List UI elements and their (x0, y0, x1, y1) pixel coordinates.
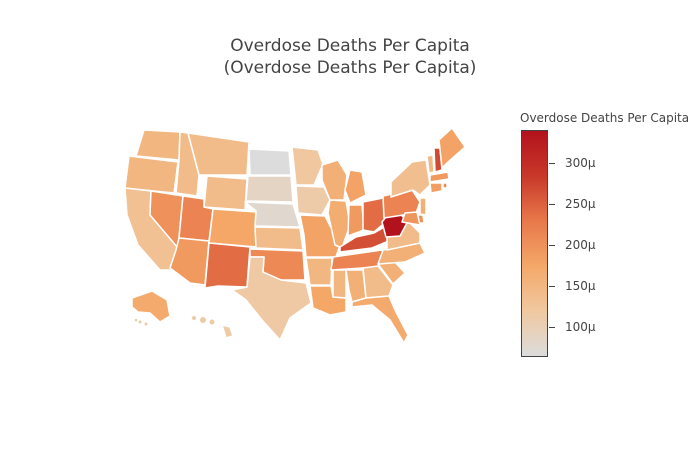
state-hi[interactable] (221, 324, 234, 339)
colorbar (521, 130, 548, 357)
island-marker (192, 316, 196, 320)
colorbar-tick-label: 300μ (565, 155, 596, 170)
state-me[interactable] (438, 127, 466, 169)
state-ar[interactable] (305, 257, 333, 286)
chart-subtitle: (Overdose Deaths Per Capita) (223, 58, 477, 78)
colorbar-tick-label: 200μ (565, 237, 596, 252)
state-ak[interactable] (131, 290, 171, 323)
colorbar-tick-mark (549, 326, 555, 328)
state-mn[interactable] (291, 146, 324, 186)
state-tx[interactable] (231, 256, 312, 341)
state-wa[interactable] (135, 129, 181, 161)
state-ri[interactable] (442, 182, 448, 189)
chart-title: Overdose Deaths Per Capita (230, 36, 470, 56)
colorbar-tick-mark (549, 162, 555, 164)
island-marker (134, 318, 138, 322)
state-ct[interactable] (429, 182, 443, 194)
island-marker (200, 317, 206, 323)
state-mt[interactable] (187, 132, 250, 176)
state-ny[interactable] (390, 159, 431, 198)
state-or[interactable] (124, 155, 179, 194)
colorbar-tick-mark (549, 285, 555, 287)
colorbar-tick-label: 250μ (565, 196, 596, 211)
state-ga[interactable] (362, 265, 394, 299)
state-wi[interactable] (321, 159, 348, 201)
state-md[interactable] (401, 211, 421, 226)
colorbar-tick-label: 150μ (565, 278, 596, 293)
state-nm[interactable] (204, 242, 251, 289)
island-marker (209, 319, 215, 325)
state-mi[interactable] (344, 169, 367, 204)
island-marker (138, 320, 142, 324)
state-ks[interactable] (254, 226, 304, 251)
state-ms[interactable] (332, 269, 347, 299)
colorbar-tick-mark (549, 203, 555, 205)
state-la[interactable] (309, 285, 347, 316)
state-wy[interactable] (203, 175, 248, 211)
state-co[interactable] (208, 208, 258, 248)
colorbar-title: Overdose Deaths Per Capita (520, 111, 690, 125)
colorbar-tick-label: 100μ (565, 319, 596, 334)
state-nj[interactable] (419, 197, 427, 216)
state-nd[interactable] (248, 148, 292, 176)
state-ne[interactable] (244, 201, 301, 228)
colorbar-tick-mark (549, 244, 555, 246)
state-sd[interactable] (245, 175, 294, 203)
state-ma[interactable] (429, 171, 450, 183)
state-ia[interactable] (295, 185, 331, 216)
state-vt[interactable] (426, 154, 435, 174)
state-in[interactable] (347, 204, 365, 237)
island-marker (144, 322, 148, 326)
state-fl[interactable] (351, 295, 409, 344)
